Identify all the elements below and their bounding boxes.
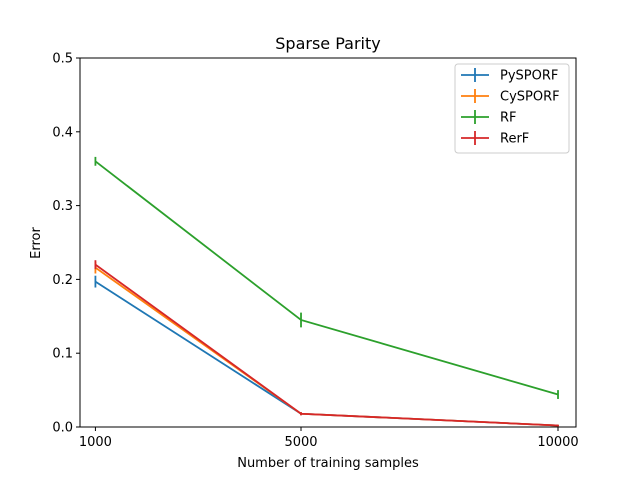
y-tick-label: 0.2 bbox=[52, 273, 73, 288]
x-axis: 1000 5000 10000 bbox=[79, 427, 579, 450]
series-rerf bbox=[94, 260, 559, 427]
series-line bbox=[94, 280, 559, 427]
series-line bbox=[94, 266, 559, 427]
legend-item: CySPORF bbox=[461, 89, 560, 105]
x-tick-label: 10000 bbox=[537, 435, 578, 450]
x-axis-label: Number of training samples bbox=[237, 456, 419, 471]
legend-label: RF bbox=[500, 111, 517, 126]
legend-box bbox=[454, 63, 570, 154]
chart-title: Sparse Parity bbox=[275, 34, 380, 53]
y-tick-label: 0.0 bbox=[52, 421, 73, 436]
series-line bbox=[94, 160, 559, 396]
y-tick-label: 0.5 bbox=[52, 52, 73, 67]
y-axis: 0.0 0.1 0.2 0.3 0.4 0.5 bbox=[52, 52, 80, 436]
series-cysporf bbox=[94, 261, 559, 427]
plot-frame bbox=[79, 57, 577, 428]
legend: PySPORF CySPORF RF RerF bbox=[454, 63, 570, 154]
legend-item: RF bbox=[461, 110, 517, 126]
legend-label: PySPORF bbox=[500, 69, 558, 84]
y-axis-label: Error bbox=[29, 227, 44, 259]
plot-area bbox=[94, 156, 559, 427]
x-tick-label: 5000 bbox=[284, 435, 317, 450]
legend-item: PySPORF bbox=[461, 68, 558, 84]
y-tick-label: 0.3 bbox=[52, 199, 73, 214]
legend-item: RerF bbox=[461, 131, 529, 147]
y-tick-label: 0.4 bbox=[52, 125, 73, 140]
series-rf bbox=[94, 156, 559, 399]
series-pysporf bbox=[94, 275, 559, 427]
y-tick-label: 0.1 bbox=[52, 347, 73, 362]
legend-label: RerF bbox=[500, 132, 529, 147]
x-tick-label: 1000 bbox=[79, 435, 112, 450]
legend-label: CySPORF bbox=[500, 90, 560, 105]
series-line bbox=[94, 263, 559, 427]
